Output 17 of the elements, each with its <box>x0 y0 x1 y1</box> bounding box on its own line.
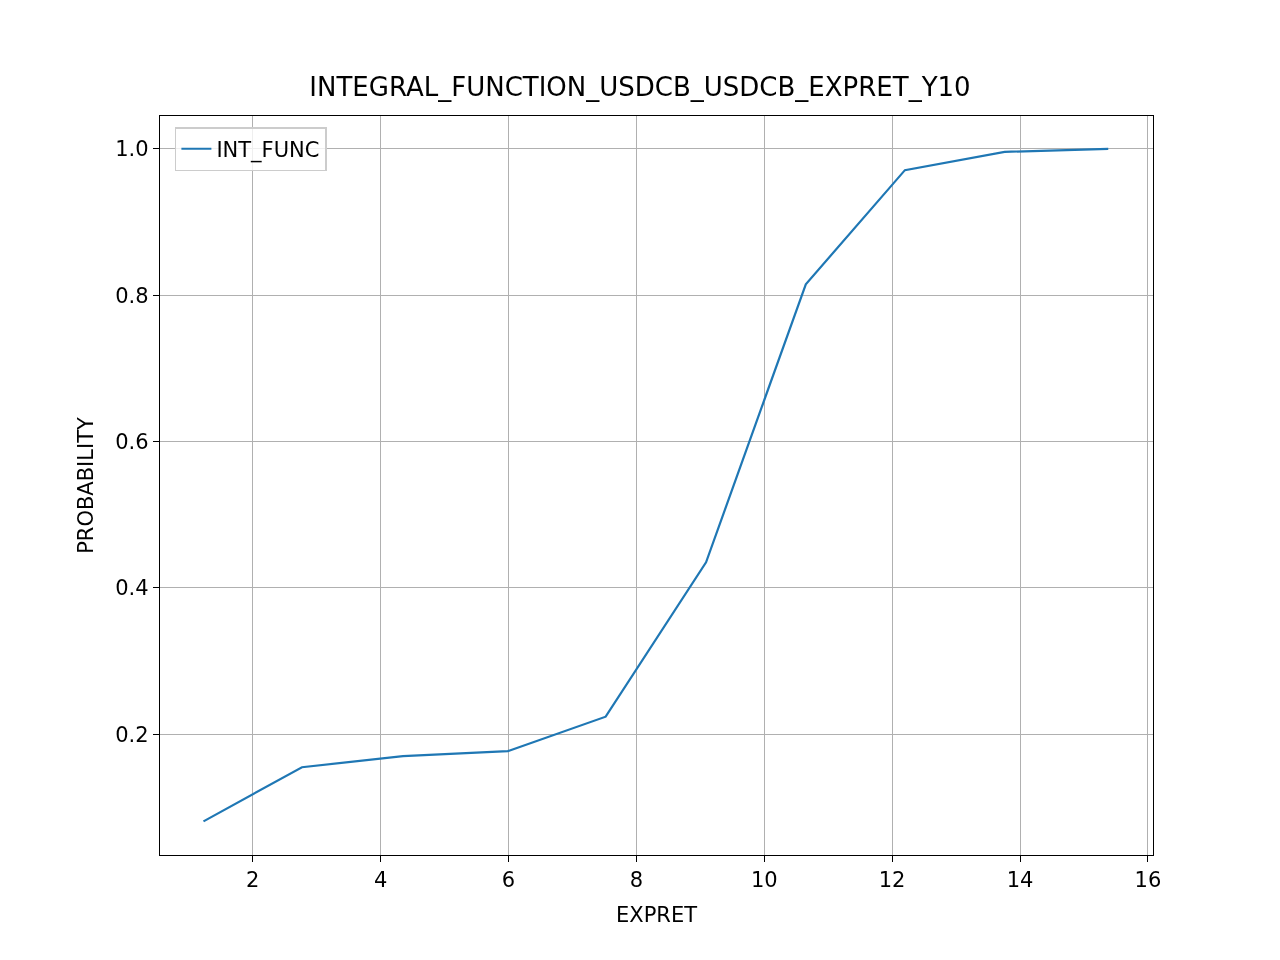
x-tick-label: 8 <box>629 868 644 893</box>
chart-title: INTEGRAL_FUNCTION_USDCB_USDCB_EXPRET_Y10 <box>309 71 971 102</box>
x-tick-label: 6 <box>501 868 516 893</box>
y-tick-label: 0.8 <box>115 283 149 308</box>
y-axis-title: PROBABILITY <box>74 416 99 554</box>
x-tick-label: 16 <box>1134 868 1162 893</box>
x-axis-title: EXPRET <box>615 902 698 927</box>
x-tick-label: 4 <box>373 868 388 893</box>
x-tick-label: 14 <box>1006 868 1034 893</box>
y-tick-label: 0.6 <box>115 429 149 454</box>
legend-label: INT_FUNC <box>216 137 320 163</box>
y-tick-label: 0.2 <box>115 722 149 747</box>
y-tick-label: 1.0 <box>115 137 149 162</box>
x-tick-label: 10 <box>750 868 778 893</box>
x-tick-label: 12 <box>878 868 906 893</box>
x-tick-label: 2 <box>246 868 260 893</box>
y-tick-label: 0.4 <box>115 576 149 601</box>
